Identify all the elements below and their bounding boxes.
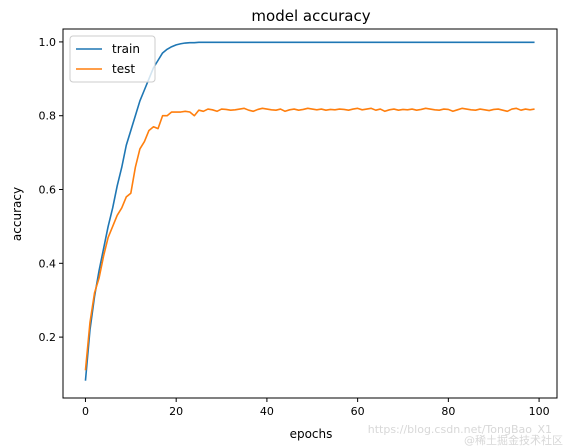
chart-title: model accuracy <box>251 7 370 25</box>
chart-legend: train test <box>69 35 156 83</box>
y-tick-label: 0.4 <box>39 257 57 270</box>
plot-area <box>62 28 558 399</box>
x-tick-label: 80 <box>441 405 455 418</box>
x-tick-label: 20 <box>169 405 183 418</box>
legend-label-test: test <box>112 62 135 76</box>
x-axis-label: epochs <box>290 427 333 441</box>
x-tick-label: 60 <box>351 405 365 418</box>
x-tick-label: 0 <box>82 405 89 418</box>
legend-label-train: train <box>112 42 140 56</box>
watermark-secondary: @稀土掘金技术社区 <box>464 433 563 447</box>
x-tick-label: 100 <box>529 405 550 418</box>
y-tick-label: 0.6 <box>39 184 57 197</box>
y-tick-label: 1.0 <box>39 36 57 49</box>
watermark-primary: https://blog.csdn.net/TongBao_X1 <box>368 423 552 436</box>
series-line-train <box>84 41 535 381</box>
y-tick-label: 0.8 <box>39 110 57 123</box>
series-layer <box>84 41 535 381</box>
y-axis: 0.2 0.4 0.6 0.8 1.0 <box>39 36 63 344</box>
x-axis: 0 20 40 60 80 100 <box>82 398 550 418</box>
y-axis-label: accuracy <box>10 187 24 241</box>
y-tick-label: 0.2 <box>39 331 57 344</box>
legend-box <box>69 35 156 83</box>
series-line-test <box>84 107 535 371</box>
x-tick-label: 40 <box>260 405 274 418</box>
